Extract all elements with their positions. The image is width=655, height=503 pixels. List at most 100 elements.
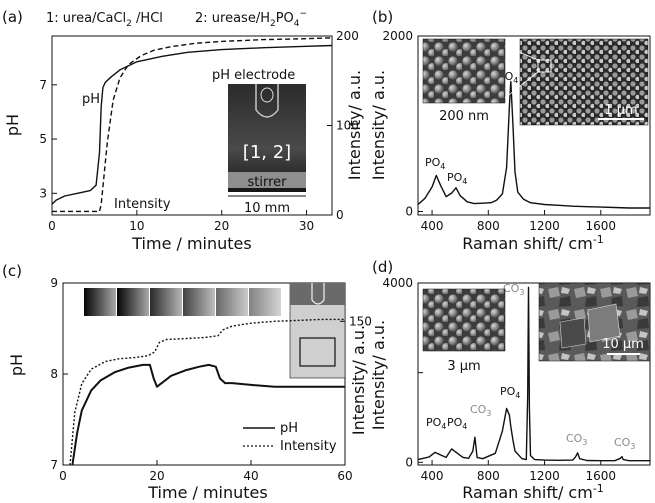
x-tick-label: 60: [337, 469, 352, 483]
cuvette-photo-c: [289, 282, 346, 379]
y-right-tick-label: 0: [336, 208, 344, 222]
x-tick-label: 40: [243, 469, 258, 483]
annotation-po4-b-1: PO4: [425, 156, 445, 171]
x-tick-label: 0: [59, 469, 67, 483]
crystal-shape-1: [587, 303, 621, 343]
x-tick-label: 1600: [586, 219, 617, 233]
y-axis-label-a: pH: [3, 114, 22, 136]
x-tick-label: 800: [477, 469, 500, 483]
electrode-shape: [255, 84, 279, 118]
annotation-co3-d-3: CO3: [566, 432, 587, 447]
x-axis-label-b: Raman shift/ cm-1: [462, 233, 604, 253]
inset-scale-label-b-right: 1 μm: [604, 103, 637, 118]
annotation-po4-d-1: PO4: [426, 416, 446, 431]
panel-label-c: (c): [2, 262, 22, 280]
y-axis-label-c: pH: [7, 354, 26, 376]
inset-label-center: [1, 2]: [243, 142, 291, 163]
legend-label-intensity: Intensity: [280, 439, 337, 454]
inset-scale-label-d-right: 10 μm: [602, 337, 644, 352]
inset-label-stirrer: stirrer: [248, 175, 288, 190]
zoom-line-b-2: [504, 71, 539, 99]
legend-text-2: 2: urease/H2PO4−: [195, 9, 307, 29]
series-line-intensity: [69, 318, 345, 466]
color-strip-c: [84, 288, 281, 316]
strip-tile-3: [150, 288, 182, 316]
inset-sem-large-d: 10 μm: [538, 282, 651, 362]
x-tick-label: 400: [421, 469, 444, 483]
x-tick-label: 1600: [586, 469, 617, 483]
zoom-box-b: [537, 59, 552, 73]
inset-label-ph-electrode: pH electrode: [212, 68, 295, 83]
y-right-tick-label: 100: [336, 119, 359, 133]
annotation-po4-b-2: PO4: [447, 171, 467, 186]
panel-label-b: (b): [372, 8, 393, 26]
y-axis-label-right-c: Intensity/ a.u.: [349, 325, 368, 435]
y-tick-label: 8: [50, 367, 58, 381]
y-tick-label: 7: [50, 458, 58, 472]
x-tick-label: 1200: [529, 219, 560, 233]
y-axis-label-d: Intensity/ a.u.: [369, 320, 388, 430]
x-tick-label: 30: [299, 219, 314, 233]
strip-tile-6: [249, 288, 281, 316]
cuvette-top-c: [290, 283, 345, 305]
y-tick-label: 0: [405, 455, 413, 469]
annotation-po4-d-2: PO4: [447, 416, 467, 431]
strip-tile-2: [117, 288, 149, 316]
series-line-spectrum: [417, 286, 650, 462]
electrode-shape-c: [311, 283, 325, 305]
axes-frame-b: [417, 35, 651, 216]
y-axis-label-right-a: Intensity/ a.u.: [345, 70, 364, 180]
x-axis-label-a: Time / minutes: [131, 234, 251, 253]
series-line-ph: [71, 363, 345, 466]
sem-image-large-b: [519, 38, 649, 126]
annotation-intensity-a: Intensity: [114, 197, 171, 212]
x-axis-label-d: Raman shift/ cm-1: [462, 482, 604, 502]
sem-image-small-d: [422, 288, 506, 352]
annotation-co3-d-4: CO3: [614, 436, 635, 451]
y-tick-label: 2000: [382, 29, 413, 43]
panel-d: (d) 40080012001600020004000 PO4 PO4 CO3 …: [369, 258, 651, 502]
scale-label-a: 10 mm: [244, 201, 290, 216]
x-tick-label: 800: [477, 219, 500, 233]
y-right-tick-label: 200: [336, 29, 359, 43]
zoom-line-b-1: [504, 45, 539, 61]
x-tick-label: 20: [149, 469, 164, 483]
panel-label-a: (a): [2, 8, 23, 26]
y-right-tick-label: 150: [349, 314, 372, 328]
inset-photo-a: pH electrode [1, 2] stirrer 10 mm: [212, 68, 306, 216]
inset-sem-small-b: 200 nm: [422, 38, 506, 124]
axes-frame-d: [417, 282, 651, 466]
series-line-ph: [51, 44, 333, 205]
strip-tile-5: [216, 288, 248, 316]
y-tick-label: 9: [50, 276, 58, 290]
inset-scale-label-b-left: 200 nm: [439, 109, 489, 124]
x-tick-label: 400: [421, 219, 444, 233]
crystal-shape-2: [559, 317, 587, 349]
annotation-co3-d-2: CO3: [503, 282, 524, 297]
y-tick-label: 5: [39, 132, 47, 146]
strip-tile-4: [183, 288, 215, 316]
y-tick-label: 4000: [382, 276, 413, 290]
x-tick-label: 0: [48, 219, 56, 233]
legend-text-1: 1: urea/CaCl2 /HCl: [46, 11, 163, 29]
electrode-bulb: [260, 87, 274, 103]
panel-a: (a) 1: urea/CaCl2 /HCl 2: urease/H2PO4− …: [2, 8, 364, 253]
series-line-intensity: [52, 37, 333, 213]
panel-c: (c) 0 20 40 60 7 8 9 150 pH Intensity Time / mi…: [2, 262, 372, 502]
x-axis-label-c: Time / minutes: [147, 483, 267, 502]
cuvette-box-c: [299, 337, 336, 367]
y-axis-label-b: Intensity/ a.u.: [369, 70, 388, 180]
series-line-spectrum: [417, 80, 650, 209]
strip-tile-1: [84, 288, 116, 316]
annotation-ph-a: pH: [82, 92, 100, 107]
inset-sem-large-b: 1 μm: [504, 38, 649, 126]
panel-label-d: (d): [372, 258, 393, 276]
inset-sem-small-d: 3 μm: [422, 288, 506, 374]
legend-label-ph: pH: [280, 421, 298, 436]
y-tick-label: 3: [39, 186, 47, 200]
inset-scale-label-d-left: 3 μm: [447, 359, 480, 374]
stirrer-bar: [228, 172, 306, 188]
annotation-po4-d-3: PO4: [500, 385, 520, 400]
